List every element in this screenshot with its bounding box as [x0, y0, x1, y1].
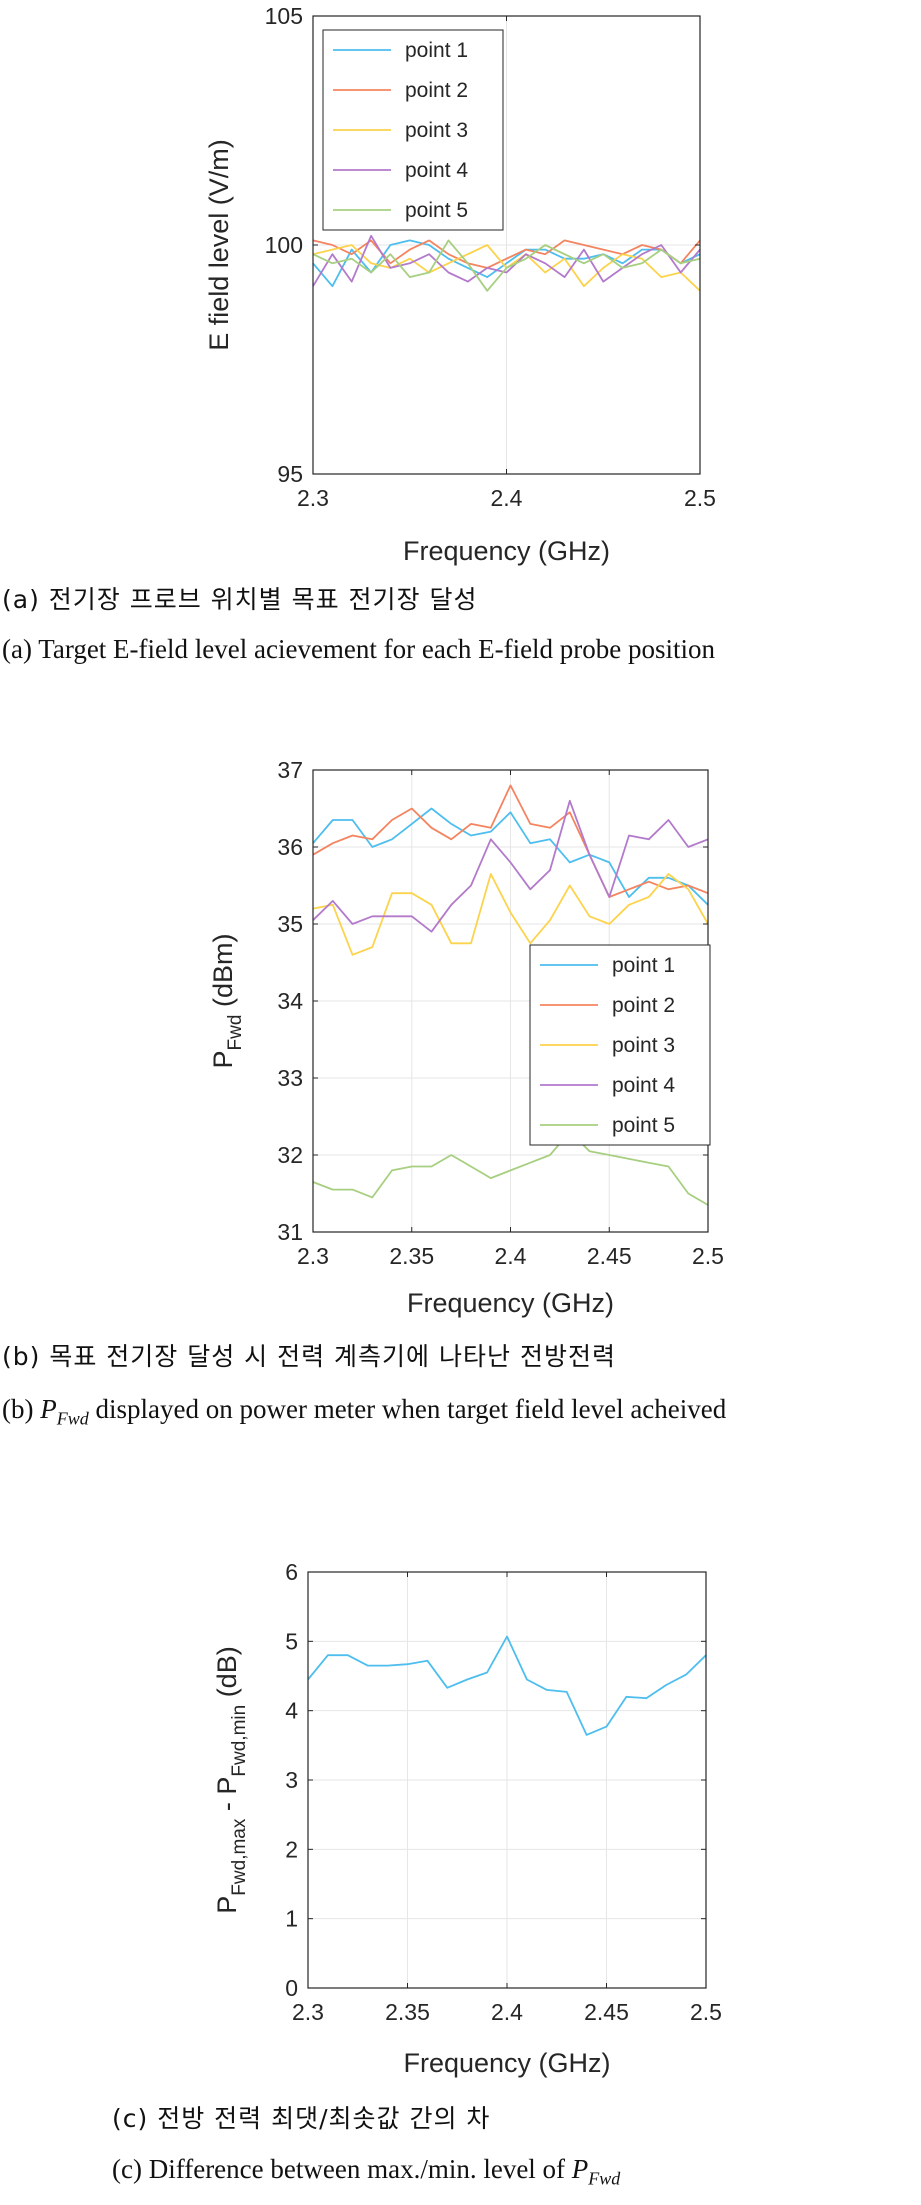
chart-a-x-tick-label: 2.5	[684, 485, 716, 511]
caption-b-text: displayed on power meter when target fie…	[88, 1394, 727, 1424]
chart-a-y-tick-label: 95	[277, 461, 303, 487]
chart-a-x-axis-label: Frequency (GHz)	[403, 536, 610, 566]
chart-c-y-tick-label: 6	[285, 1559, 298, 1585]
chart-a-x-tick-label: 2.3	[297, 485, 329, 511]
chart-c-y-tick-label: 1	[285, 1906, 298, 1932]
chart-b-y-tick-label: 33	[277, 1065, 303, 1091]
caption-b-subscript: Fwd	[56, 1408, 89, 1429]
chart-c-x-tick-label: 2.5	[690, 1999, 722, 2025]
chart-a-legend-label-3: point 3	[405, 119, 468, 142]
chart-a-x-tick-label: 2.4	[491, 485, 523, 511]
chart-c-y-label-sub2: Fwd,min	[229, 1705, 250, 1777]
chart-a-panel: 2.3 2.4 2.5 95 100 105 Frequency (GHz) E field …	[0, 0, 921, 580]
chart-b-x-tick-label: 2.45	[587, 1243, 632, 1269]
chart-b-x-tick-label: 2.5	[692, 1243, 724, 1269]
chart-a-series-1-line	[312, 239, 701, 288]
chart-c-y-tick-label: 0	[285, 1975, 298, 2001]
caption-a-english: (a) Target E-field level acievement for …	[2, 634, 716, 664]
caption-c-korean: (c) 전방 전력 최댓/최솟값 간의 차	[112, 2104, 491, 2133]
chart-b-series-4-line	[312, 799, 709, 933]
chart-b-x-tick-label: 2.3	[297, 1243, 329, 1269]
caption-c-subscript: Fwd	[588, 2168, 621, 2189]
chart-c-x-tick-label: 2.3	[292, 1999, 324, 2025]
chart-a-legend-box	[322, 29, 504, 231]
chart-a-y-tick-label: 100	[265, 232, 303, 258]
chart-b-x-axis-label: Frequency (GHz)	[407, 1288, 614, 1318]
caption-b-english: (b) PFwd displayed on power meter when t…	[2, 1392, 726, 1435]
chart-b-y-tick-label: 36	[277, 834, 303, 860]
chart-a-legend-label-4: point 4	[405, 159, 468, 182]
caption-c-english: (c) Difference between max./min. level o…	[112, 2152, 620, 2195]
chart-c-series-1-line	[307, 1635, 707, 1736]
chart-b-legend-label-1: point 1	[612, 954, 675, 977]
chart-b-series-2-line	[312, 784, 709, 898]
chart-b-legend-label-5: point 5	[612, 1114, 675, 1137]
caption-a-korean: (a) 전기장 프로브 위치별 목표 전기장 달성	[2, 585, 478, 614]
chart-b-panel: 2.3 2.35 2.4 2.45 2.5 31 32 33 34 35 36 37 Frequency…	[0, 730, 921, 1330]
chart-a-legend-label-5: point 5	[405, 199, 468, 222]
chart-b-y-tick-label: 37	[277, 757, 303, 783]
chart-b-y-tick-label: 31	[277, 1219, 303, 1245]
chart-c-y-label-sub: Fwd,max	[229, 1818, 250, 1896]
chart-c-y-tick-label: 2	[285, 1836, 298, 1862]
chart-b-y-tick-label: 32	[277, 1142, 303, 1168]
chart-b-x-tick-label: 2.35	[389, 1243, 434, 1269]
chart-a-legend: point 1 point 2 point 3 point 4 point 5	[322, 29, 504, 231]
caption-c-text: (c) Difference between max./min. level o…	[112, 2154, 572, 2184]
chart-c-x-tick-label: 2.35	[385, 1999, 430, 2025]
chart-b-y-label-sub: Fwd	[225, 1015, 246, 1051]
chart-b-legend-label-3: point 3	[612, 1034, 675, 1057]
chart-c-y-label-unit: (dB)	[212, 1646, 242, 1705]
caption-b-korean: (b) 목표 전기장 달성 시 전력 계측기에 나타난 전방전력	[2, 1342, 616, 1371]
chart-b-legend-label-2: point 2	[612, 994, 675, 1017]
chart-a-legend-label-2: point 2	[405, 79, 468, 102]
chart-c-y-tick-label: 3	[285, 1767, 298, 1793]
chart-b-pfwd: 2.3 2.35 2.4 2.45 2.5 31 32 33 34 35 36 37 Frequency…	[208, 757, 724, 1318]
caption-c-symbol: P	[571, 2154, 589, 2184]
caption-b-symbol: P	[40, 1394, 57, 1424]
chart-b-series-5-line	[312, 1130, 709, 1206]
chart-a-series-5-line	[312, 239, 701, 292]
chart-a-legend-label-1: point 1	[405, 39, 468, 62]
chart-b-y-axis-label: PFwd (dBm)	[208, 934, 246, 1069]
chart-c-x-axis-label: Frequency (GHz)	[403, 2048, 610, 2078]
chart-c-x-tick-label: 2.45	[584, 1999, 629, 2025]
chart-c-difference: 2.3 2.35 2.4 2.45 2.5 0 1 2 3 4 5 6 Frequency (GHz) P…	[212, 1559, 722, 2078]
chart-a-y-axis-label: E field level (V/m)	[204, 139, 234, 351]
chart-b-y-label-unit: (dBm)	[208, 934, 238, 1015]
chart-b-y-tick-label: 35	[277, 911, 303, 937]
chart-c-y-tick-label: 4	[285, 1698, 298, 1724]
chart-c-y-tick-label: 5	[285, 1628, 298, 1654]
chart-a-y-tick-label: 105	[265, 3, 303, 29]
chart-b-series-3-line	[312, 873, 709, 956]
chart-b-legend-label-4: point 4	[612, 1074, 675, 1097]
chart-b-y-tick-label: 34	[277, 988, 303, 1014]
chart-c-y-axis-label: PFwd,max - PFwd,min (dB)	[212, 1646, 250, 1913]
chart-c-y-label-mid: - P	[212, 1777, 242, 1819]
chart-c-panel: 2.3 2.35 2.4 2.45 2.5 0 1 2 3 4 5 6 Frequency (GHz) P…	[0, 1500, 921, 2100]
chart-c-x-tick-label: 2.4	[491, 1999, 523, 2025]
chart-a-efield: 2.3 2.4 2.5 95 100 105 Frequency (GHz) E field …	[204, 3, 716, 566]
chart-b-y-label-p: P	[208, 1050, 238, 1068]
chart-b-legend: point 1 point 2 point 3 point 4 point 5	[529, 944, 711, 1146]
chart-c-y-label-p: P	[212, 1896, 242, 1914]
chart-b-x-tick-label: 2.4	[495, 1243, 527, 1269]
chart-a-series-4-line	[312, 234, 701, 287]
caption-b-prefix: (b)	[2, 1394, 41, 1424]
